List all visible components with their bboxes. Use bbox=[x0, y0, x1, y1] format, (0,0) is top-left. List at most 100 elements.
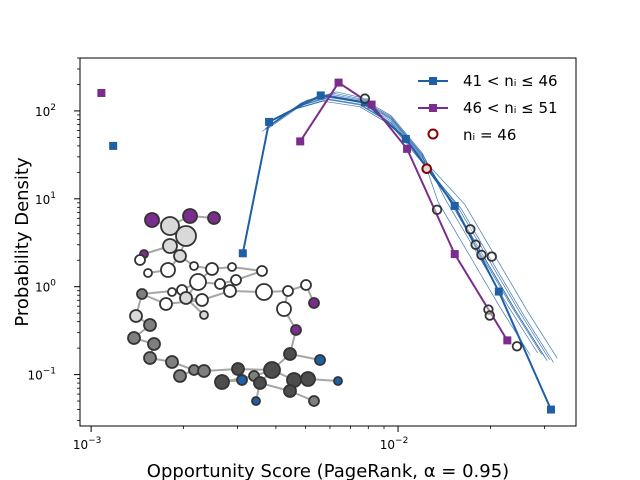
inset-node bbox=[195, 293, 209, 307]
data-point-purple bbox=[334, 78, 343, 87]
x-tick-exponent: −3 bbox=[88, 436, 101, 446]
legend-marker-purple bbox=[429, 104, 437, 112]
inset-node bbox=[199, 310, 209, 320]
inset-node bbox=[127, 331, 141, 345]
data-point-circles bbox=[470, 239, 481, 250]
inset-node bbox=[173, 249, 187, 263]
data-point-purple bbox=[367, 100, 376, 109]
data-point-circles-highlight bbox=[421, 163, 433, 175]
y-tick-exponent: 2 bbox=[50, 103, 56, 113]
data-point-circles bbox=[431, 204, 443, 215]
plot-frame bbox=[79, 57, 577, 427]
y-tick-exponent: 1 bbox=[50, 191, 56, 201]
legend-item-circles: nᵢ = 46 bbox=[427, 126, 516, 144]
legend-marker-circle bbox=[427, 128, 439, 140]
data-point-circles bbox=[486, 251, 497, 262]
inset-node bbox=[175, 225, 197, 247]
x-axis-label: Opportunity Score (PageRank, α = 0.95) bbox=[147, 461, 509, 480]
legend-item-blue: 41 < nᵢ ≤ 46 bbox=[418, 72, 558, 90]
legend-label-purple: 46 < nᵢ ≤ 51 bbox=[463, 99, 558, 117]
legend-label-circles: nᵢ = 46 bbox=[463, 126, 516, 144]
inset-node bbox=[134, 254, 146, 266]
inset-node bbox=[136, 288, 148, 300]
inset-node bbox=[167, 287, 177, 297]
legend-label-blue: 41 < nᵢ ≤ 46 bbox=[463, 72, 558, 90]
data-point-purple bbox=[296, 137, 305, 146]
inset-node bbox=[179, 291, 193, 305]
inset-node bbox=[189, 273, 207, 291]
inset-node bbox=[314, 354, 326, 366]
inset-node bbox=[333, 376, 343, 386]
inset-node bbox=[256, 265, 268, 277]
data-point-blue bbox=[109, 141, 118, 150]
inset-node bbox=[300, 371, 316, 387]
legend: 41 < nᵢ ≤ 46 46 < nᵢ ≤ 51 nᵢ = 46 bbox=[418, 72, 558, 144]
inset-node bbox=[182, 208, 198, 224]
inset-node bbox=[231, 362, 245, 376]
y-axis-label: Probability Density bbox=[12, 157, 33, 327]
thin-model-curve bbox=[262, 100, 554, 363]
inset-node bbox=[223, 284, 237, 298]
data-point-blue bbox=[316, 91, 325, 100]
inset-network-graph bbox=[127, 208, 343, 407]
inset-node bbox=[214, 374, 230, 390]
data-point-circles bbox=[511, 341, 523, 352]
inset-node bbox=[308, 297, 320, 309]
inset-node bbox=[263, 361, 281, 379]
inset-node bbox=[162, 238, 178, 254]
inset-node bbox=[308, 395, 320, 407]
data-point-circles bbox=[476, 249, 487, 261]
data-markers bbox=[97, 78, 555, 414]
inset-node bbox=[230, 274, 242, 286]
inset-node bbox=[173, 369, 187, 383]
data-point-blue bbox=[494, 287, 503, 296]
inset-node bbox=[143, 268, 153, 278]
inset-node bbox=[160, 216, 180, 236]
inset-node bbox=[282, 285, 294, 297]
inset-node bbox=[205, 262, 219, 276]
inset-node bbox=[283, 384, 297, 398]
inset-node bbox=[290, 324, 302, 336]
inset-node bbox=[144, 212, 160, 228]
inset-node bbox=[236, 374, 248, 386]
data-point-blue bbox=[238, 249, 247, 258]
inset-node bbox=[143, 318, 157, 332]
inset-node bbox=[283, 347, 297, 361]
inset-node bbox=[159, 297, 173, 311]
data-point-blue bbox=[401, 134, 410, 143]
inset-node bbox=[189, 261, 199, 271]
inset-node bbox=[147, 337, 161, 351]
data-point-blue bbox=[265, 117, 274, 126]
inset-node bbox=[197, 364, 211, 378]
inset-node bbox=[129, 309, 143, 323]
inset-node bbox=[160, 262, 176, 278]
series-line-purple bbox=[299, 81, 509, 341]
series-lines bbox=[241, 81, 552, 411]
data-point-purple bbox=[450, 250, 459, 259]
data-point-blue bbox=[546, 405, 555, 414]
inset-node bbox=[207, 211, 221, 225]
inset-node bbox=[214, 278, 226, 290]
inset-node bbox=[253, 376, 267, 390]
data-point-circles bbox=[465, 224, 476, 235]
inset-node bbox=[165, 355, 179, 369]
y-tick-exponent: −1 bbox=[43, 367, 56, 377]
data-point-purple bbox=[403, 144, 412, 153]
x-tick-exponent: −2 bbox=[395, 436, 408, 446]
inset-node bbox=[143, 351, 157, 365]
inset-node bbox=[276, 301, 292, 317]
inset-node bbox=[300, 279, 312, 291]
inset-node bbox=[227, 262, 237, 272]
data-point-circles bbox=[359, 93, 371, 104]
data-point-purple bbox=[503, 336, 512, 345]
legend-marker-blue bbox=[429, 77, 437, 85]
inset-node bbox=[251, 396, 261, 406]
y-tick-exponent: 0 bbox=[50, 279, 56, 289]
data-point-purple bbox=[97, 88, 106, 97]
data-point-circles bbox=[484, 310, 495, 321]
inset-node bbox=[255, 283, 273, 301]
data-point-blue bbox=[450, 201, 459, 210]
legend-item-purple: 46 < nᵢ ≤ 51 bbox=[418, 99, 558, 117]
